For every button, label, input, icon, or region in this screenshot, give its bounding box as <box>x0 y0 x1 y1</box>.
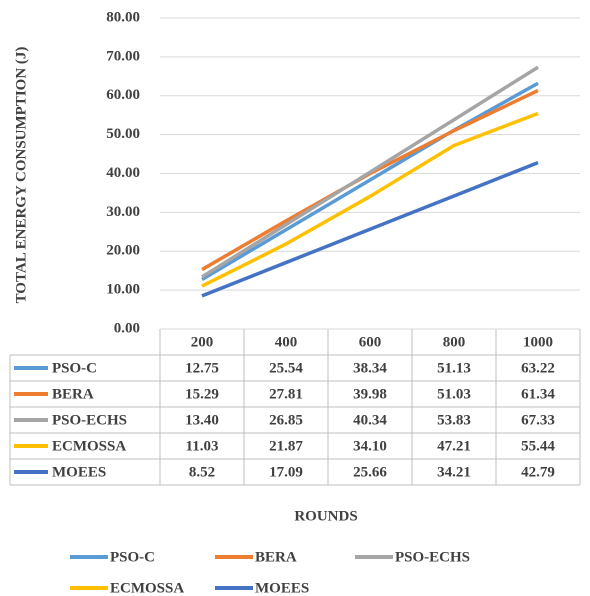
y-tick-label: 20.00 <box>106 243 140 259</box>
x-tick-label: 400 <box>275 334 298 350</box>
table-cell: 17.09 <box>269 464 303 480</box>
table-series-label: MOEES <box>52 464 106 480</box>
table-cell: 53.83 <box>437 412 471 428</box>
table-cell: 26.85 <box>269 412 303 428</box>
table-cell: 42.79 <box>521 464 555 480</box>
line-series <box>201 65 539 279</box>
table-cell: 51.13 <box>437 360 471 376</box>
y-tick-label: 10.00 <box>106 282 140 298</box>
table-series-label: BERA <box>52 386 94 402</box>
table-cell: 25.54 <box>269 360 303 376</box>
table-cell: 67.33 <box>521 412 555 428</box>
line-series <box>201 161 539 298</box>
y-tick-label: 0.00 <box>114 320 140 336</box>
y-axis-title: TOTAL ENERGY CONSUMPTION (J) <box>13 47 29 304</box>
table-series-label: PSO-C <box>52 360 97 376</box>
table-cell: 55.44 <box>521 438 555 454</box>
x-tick-label: 200 <box>191 334 214 350</box>
table-series-label: PSO-ECHS <box>52 412 127 428</box>
legend-label: MOEES <box>255 580 309 596</box>
y-tick-label: 50.00 <box>106 126 140 142</box>
table-cell: 34.10 <box>353 438 387 454</box>
table-cell: 12.75 <box>185 360 219 376</box>
x-tick-label: 800 <box>443 334 466 350</box>
table-cell: 11.03 <box>186 438 219 454</box>
table-cell: 39.98 <box>353 386 387 402</box>
table-cell: 8.52 <box>189 464 215 480</box>
table-series-label: ECMOSSA <box>52 438 126 454</box>
table-cell: 21.87 <box>269 438 303 454</box>
table-cell: 47.21 <box>437 438 471 454</box>
x-axis-title: ROUNDS <box>294 508 357 524</box>
legend-label: PSO-ECHS <box>395 549 470 565</box>
table-cell: 51.03 <box>437 386 471 402</box>
legend-label: PSO-C <box>110 549 155 565</box>
table-cell: 13.40 <box>185 412 219 428</box>
y-tick-label: 30.00 <box>106 204 140 220</box>
x-tick-label: 600 <box>359 334 382 350</box>
y-tick-label: 70.00 <box>106 48 140 64</box>
y-tick-label: 40.00 <box>106 165 140 181</box>
table-cell: 15.29 <box>185 386 219 402</box>
line-series <box>201 111 539 288</box>
table-cell: 25.66 <box>353 464 387 480</box>
table-cell: 34.21 <box>437 464 471 480</box>
legend-label: ECMOSSA <box>110 580 184 596</box>
table-cell: 61.34 <box>521 386 555 402</box>
table-cell: 38.34 <box>353 360 387 376</box>
y-tick-label: 80.00 <box>106 9 140 25</box>
x-tick-label: 1000 <box>523 334 553 350</box>
legend-label: BERA <box>255 549 297 565</box>
table-cell: 63.22 <box>521 360 555 376</box>
table-cell: 27.81 <box>269 386 303 402</box>
table-cell: 40.34 <box>353 412 387 428</box>
line-series <box>201 81 539 281</box>
y-tick-label: 60.00 <box>106 87 140 103</box>
